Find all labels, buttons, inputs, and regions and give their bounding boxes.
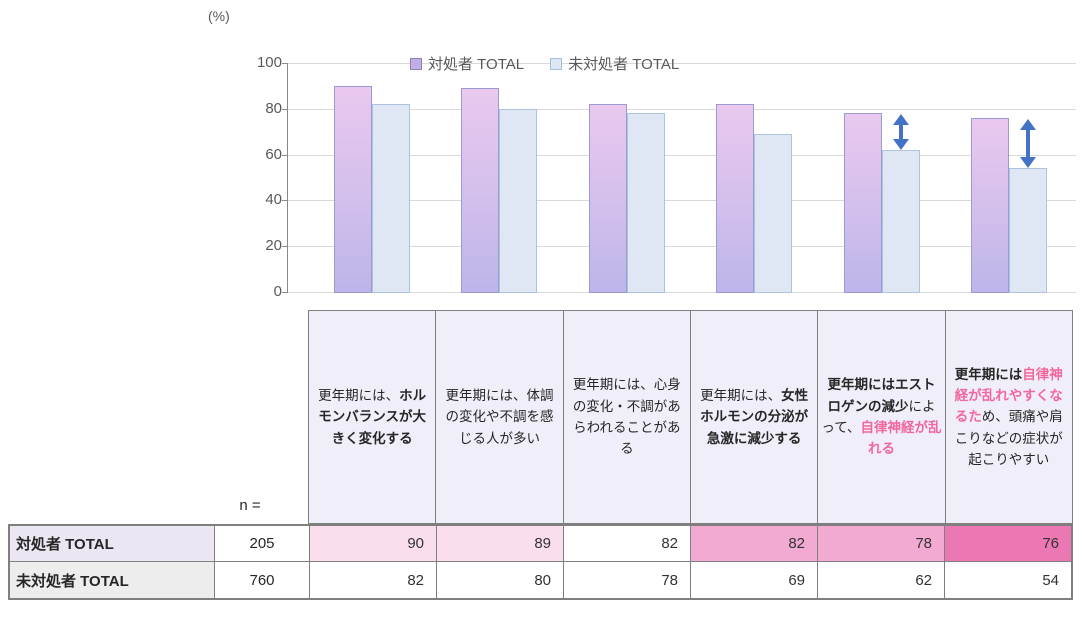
arrow-up-head: [892, 114, 909, 126]
gridline: [288, 292, 1076, 293]
table-header-cell: 更年期にはエストロゲンの減少によって、自律神経が乱れる: [817, 311, 945, 523]
data-cell: 90: [310, 526, 437, 561]
arrow-up-head: [1020, 118, 1037, 130]
header-segment: ホルモンバランスが大きく変化する: [318, 388, 427, 446]
header-segment-highlight: 自律神経が乱れやすくなるた: [954, 366, 1063, 425]
n-equals-label: n =: [239, 497, 261, 514]
y-axis-tick: [282, 154, 288, 156]
y-tick-label: 100: [256, 54, 282, 71]
n-value: 205: [215, 526, 310, 561]
arrow-shaft: [898, 123, 903, 141]
y-axis-tick: [282, 108, 288, 110]
header-segment-highlight: 自律神経が乱れる: [860, 420, 942, 457]
data-cell: 54: [945, 562, 1071, 598]
significance-arrow: [892, 114, 909, 150]
header-segment: によって、: [821, 398, 936, 435]
table-row: 未対処者 TOTAL 760 82 80 78 69 62 54: [10, 562, 1071, 598]
y-tick-label: 40: [265, 191, 282, 209]
row-label: 対処者 TOTAL: [10, 526, 215, 561]
bar-coped-total: [461, 88, 500, 293]
data-cell: 69: [691, 562, 818, 598]
header-cell-text: 更年期には自律神経が乱れやすくなるため、頭痛や肩こりなどの症状が起こりやすい: [949, 364, 1069, 471]
bar-uncoped-total: [754, 133, 793, 293]
table-data-rows: 対処者 TOTAL 205 90 89 82 82 78 76 未対処者 TOTAL 760 82 8…: [8, 524, 1073, 600]
table-header-cell: 更年期には、女性ホルモンの分泌が急激に減少する: [689, 311, 818, 523]
data-cell: 82: [310, 562, 437, 598]
data-cell: 89: [437, 526, 564, 561]
header-segment: 女性ホルモンの分泌が急激に減少する: [700, 388, 809, 446]
gridline: [288, 154, 1076, 156]
gridline: [288, 200, 1076, 202]
legend-swatch: [410, 57, 422, 70]
table-header-cell: 更年期には、体調の変化や不調を感じる人が多い: [435, 311, 563, 523]
header-cell-text: 更年期には、心身の変化・不調があらわれることがある: [567, 374, 687, 459]
table-header-cell: 更年期には自律神経が乱れやすくなるため、頭痛や肩こりなどの症状が起こりやすい: [944, 311, 1072, 523]
arrow-down-head: [892, 139, 909, 150]
legend-swatch: [550, 57, 563, 70]
arrow-shaft: [1026, 127, 1031, 160]
data-cell: 78: [818, 526, 945, 561]
header-segment: 更年期には、: [318, 388, 400, 403]
table-row: 対処者 TOTAL 205 90 89 82 82 78 76: [10, 526, 1071, 562]
y-tick-label: 80: [265, 99, 282, 117]
n-value: 760: [215, 562, 310, 598]
legend-item: 対処者 TOTAL: [410, 53, 524, 74]
bar-uncoped-total: [1009, 168, 1048, 293]
header-cell-text: 更年期にはエストロゲンの減少によって、自律神経が乱れる: [821, 374, 941, 459]
bar-coped-total: [971, 117, 1010, 293]
y-axis-line: [287, 63, 288, 293]
header-segment: 更年期には、心身の変化・不調があらわれることがある: [572, 377, 681, 457]
bar-coped-total: [843, 113, 882, 293]
table-header-cell: 更年期には、心身の変化・不調があらわれることがある: [562, 311, 690, 523]
table-header-row: 更年期には、ホルモンバランスが大きく変化する 更年期には、体調の変化や不調を感じる…: [308, 310, 1073, 524]
bar-uncoped-total: [881, 150, 920, 293]
gridline: [288, 246, 1076, 248]
y-axis-tick: [282, 200, 288, 202]
bar-coped-total: [588, 104, 627, 293]
header-cell-text: 更年期には、ホルモンバランスが大きく変化する: [312, 385, 432, 449]
legend-item: 未対処者 TOTAL: [550, 53, 679, 74]
legend-label: 対処者 TOTAL: [428, 56, 525, 73]
y-axis-tick: [282, 246, 288, 248]
gridline: [288, 63, 1076, 64]
bar-uncoped-total: [499, 108, 538, 293]
y-axis-tick: [282, 63, 288, 64]
significance-arrow: [1020, 118, 1037, 169]
bar-uncoped-total: [626, 113, 665, 293]
data-cell: 62: [818, 562, 945, 598]
header-cell-text: 更年期には、女性ホルモンの分泌が急激に減少する: [694, 385, 814, 449]
y-axis-tick: [282, 292, 288, 293]
data-cell: 82: [691, 526, 818, 561]
bar-uncoped-total: [371, 104, 410, 293]
header-segment: め、頭痛や肩こりなどの症状が起こりやすい: [954, 409, 1063, 467]
gridline: [288, 108, 1076, 110]
data-cell: 80: [437, 562, 564, 598]
table-header-cell: 更年期には、ホルモンバランスが大きく変化する: [309, 311, 436, 523]
header-segment: 更年期には、: [700, 388, 782, 403]
data-cell: 82: [564, 526, 691, 561]
header-segment: 更年期には: [954, 366, 1023, 382]
row-label: 未対処者 TOTAL: [10, 562, 215, 598]
y-tick-label: 20: [265, 237, 282, 255]
header-segment: 更年期には、体調の変化や不調を感じる人が多い: [445, 388, 554, 446]
chart-legend: 対処者 TOTAL 未対処者 TOTAL: [410, 53, 679, 74]
y-tick-label: 60: [265, 145, 282, 163]
y-axis-unit-label: (%): [208, 8, 230, 24]
arrow-down-head: [1020, 157, 1037, 169]
bar-coped-total: [716, 104, 755, 293]
header-cell-text: 更年期には、体調の変化や不調を感じる人が多い: [439, 385, 559, 449]
legend-label: 未対処者 TOTAL: [568, 56, 680, 73]
y-tick-label: 0: [273, 283, 282, 300]
header-segment: 更年期にはエストロゲンの減少: [827, 377, 936, 414]
data-cell: 78: [564, 562, 691, 598]
data-cell: 76: [945, 526, 1071, 561]
bar-coped-total: [333, 85, 372, 293]
